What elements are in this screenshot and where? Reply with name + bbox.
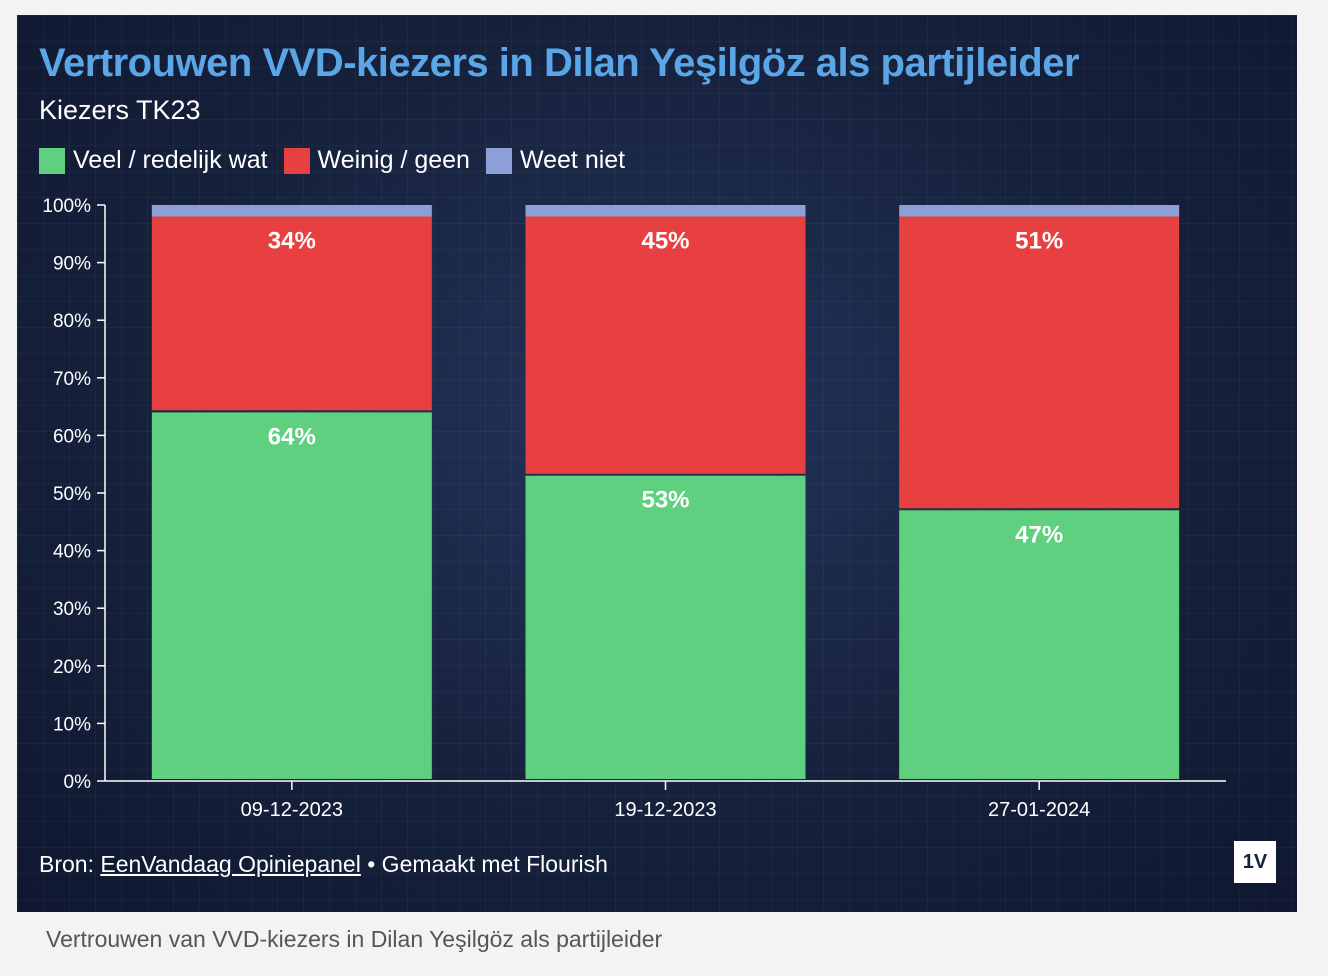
x-tick-label: 19-12-2023 xyxy=(614,799,716,821)
legend: Veel / redelijk wat Weinig / geen Weet n… xyxy=(39,146,625,175)
image-caption: Vertrouwen van VVD-kiezers in Dilan Yeşi… xyxy=(46,926,663,952)
bar-segment xyxy=(525,205,806,217)
legend-label: Weinig / geen xyxy=(317,146,470,174)
data-label: 51% xyxy=(1015,228,1063,255)
chart-subtitle: Kiezers TK23 xyxy=(39,95,201,125)
data-label: 34% xyxy=(268,228,316,255)
y-tick-label: 60% xyxy=(53,426,91,447)
data-label: 64% xyxy=(268,423,316,450)
bar-segment xyxy=(899,205,1180,217)
legend-swatch-green xyxy=(39,147,65,174)
made-with-text: • Gemaakt met Flourish xyxy=(360,851,608,877)
legend-item-weet-niet[interactable]: Weet niet xyxy=(485,146,626,175)
y-tick-label: 40% xyxy=(53,542,91,563)
bar-segment xyxy=(525,475,806,779)
eenvandaag-logo: 1V xyxy=(1234,841,1276,883)
source-prefix: Bron: xyxy=(39,851,101,877)
data-label: 53% xyxy=(641,487,689,514)
y-tick-label: 100% xyxy=(42,196,91,217)
bar-segment xyxy=(151,412,432,779)
y-tick-label: 50% xyxy=(53,484,91,505)
legend-item-veel[interactable]: Veel / redelijk wat xyxy=(39,146,268,175)
legend-swatch-blue xyxy=(485,147,512,174)
y-tick-label: 80% xyxy=(53,311,91,332)
y-tick-label: 10% xyxy=(53,714,91,735)
y-tick-label: 70% xyxy=(53,369,91,390)
legend-label: Weet niet xyxy=(519,146,626,174)
y-tick-label: 30% xyxy=(53,599,91,620)
chart-title: Vertrouwen VVD-kiezers in Dilan Yeşilgöz… xyxy=(39,41,1080,85)
data-label: 47% xyxy=(1015,521,1063,548)
chart-card: Vertrouwen VVD-kiezers in Dilan Yeşilgöz… xyxy=(17,15,1297,912)
legend-swatch-red xyxy=(283,147,310,174)
y-tick-label: 90% xyxy=(53,254,91,275)
footer: Bron: EenVandaag Opiniepanel • Gemaakt m… xyxy=(39,851,608,878)
x-tick-label: 27-01-2024 xyxy=(988,799,1090,821)
source-link[interactable]: EenVandaag Opiniepanel xyxy=(100,851,361,877)
y-tick-label: 0% xyxy=(64,772,92,793)
bar-segment xyxy=(151,216,432,411)
legend-label: Veel / redelijk wat xyxy=(73,146,268,174)
x-tick-label: 09-12-2023 xyxy=(241,799,343,821)
bar-segment xyxy=(899,216,1180,509)
bar-segment xyxy=(525,216,806,474)
bar-chart: 0% 10% 20% 30% 40% 50% 60% 70% 80% 90% 100% 64% 34% 0… xyxy=(42,196,1226,821)
data-label: 45% xyxy=(641,228,689,255)
legend-item-weinig[interactable]: Weinig / geen xyxy=(283,146,470,175)
bar-segment xyxy=(151,205,432,217)
bar-segment xyxy=(899,510,1180,779)
y-tick-label: 20% xyxy=(53,657,91,678)
